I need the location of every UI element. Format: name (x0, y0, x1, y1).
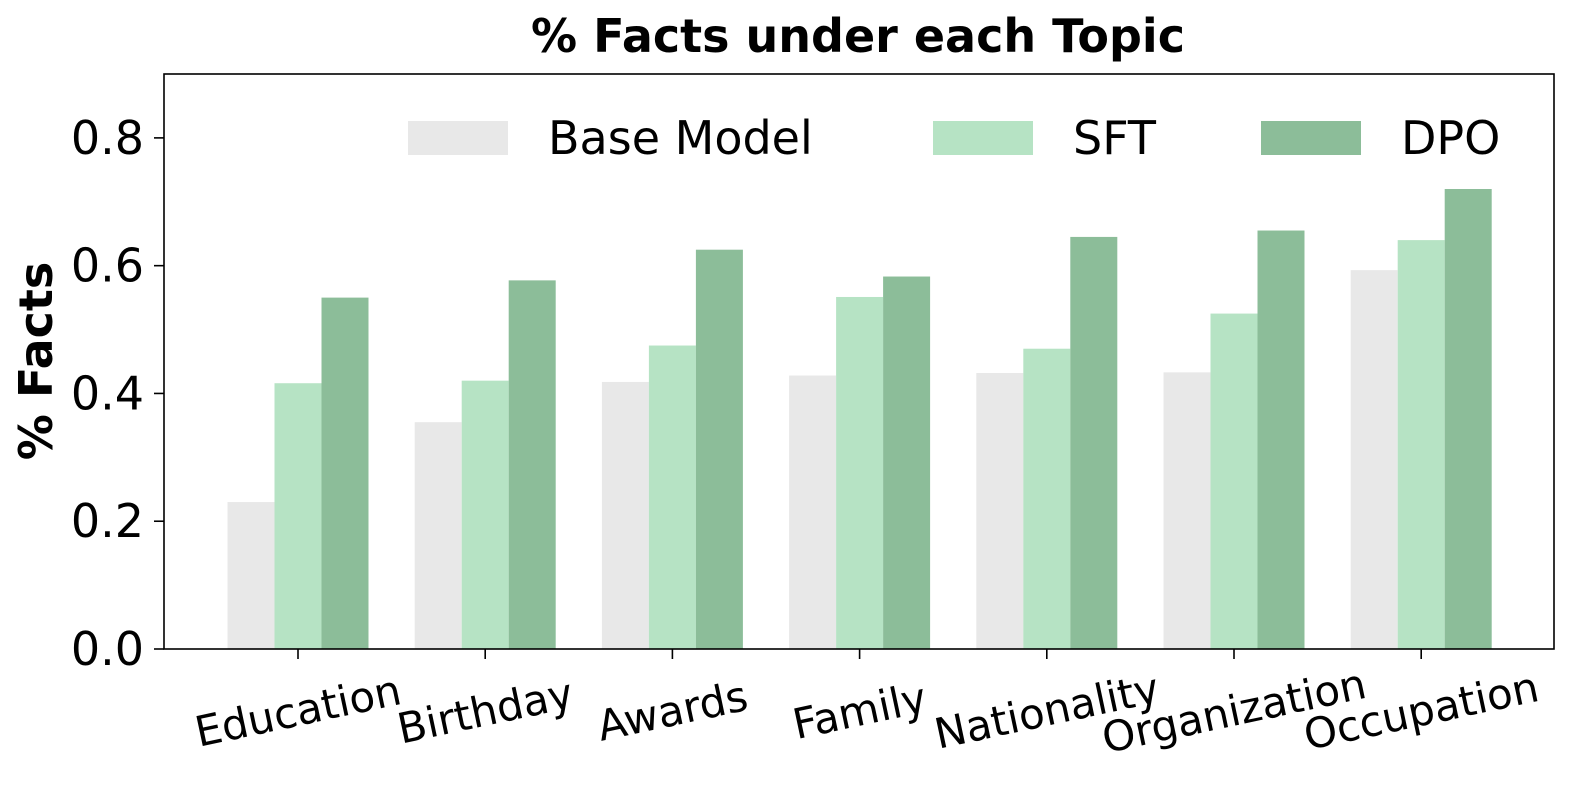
x-tick-label-education: Education (191, 665, 406, 756)
y-axis-label: % Facts (9, 262, 63, 461)
legend-label-base-model: Base Model (548, 111, 813, 165)
bar-dpo-family (883, 276, 931, 649)
bar-dpo-education (321, 297, 369, 649)
legend: Base Model SFT DPO (408, 111, 1500, 165)
bar-sft-organization (1210, 313, 1258, 649)
plot-frame (163, 73, 1555, 650)
bar-sft-awards (648, 345, 696, 649)
legend-swatch-base-model (408, 121, 508, 155)
bar-dpo-birthday (508, 280, 556, 649)
bar-base-model-nationality (976, 373, 1024, 649)
bar-sft-nationality (1023, 348, 1071, 649)
bar-dpo-awards (695, 249, 743, 649)
bar-base-model-occupation (1350, 270, 1398, 649)
y-tick-label: 0.8 (71, 111, 144, 165)
y-tick-label: 0.0 (71, 622, 144, 676)
y-tick-label: 0.6 (71, 239, 144, 293)
bar-base-model-organization (1163, 372, 1211, 649)
bar-dpo-organization (1257, 230, 1305, 649)
x-tick-label-family: Family (788, 673, 930, 749)
bars-group (227, 189, 1492, 649)
legend-swatch-dpo (1261, 121, 1361, 155)
bar-sft-birthday (461, 380, 509, 649)
bar-base-model-family (789, 375, 837, 649)
legend-swatch-sft (933, 121, 1033, 155)
bar-sft-education (274, 383, 322, 649)
bar-sft-family (836, 296, 884, 649)
x-tick-label-awards: Awards (593, 671, 752, 751)
bar-dpo-nationality (1070, 236, 1118, 649)
bar-base-model-birthday (414, 422, 462, 649)
bar-base-model-awards (601, 381, 649, 649)
chart-title: % Facts under each Topic (531, 9, 1185, 63)
legend-label-dpo: DPO (1401, 111, 1500, 165)
legend-label-sft: SFT (1073, 111, 1157, 165)
y-tick-label: 0.2 (71, 494, 144, 548)
x-tick-label-birthday: Birthday (393, 669, 577, 754)
bar-dpo-occupation (1444, 189, 1492, 649)
bar-base-model-education (227, 502, 275, 649)
y-tick-label: 0.4 (71, 366, 144, 420)
bar-sft-occupation (1397, 240, 1445, 649)
